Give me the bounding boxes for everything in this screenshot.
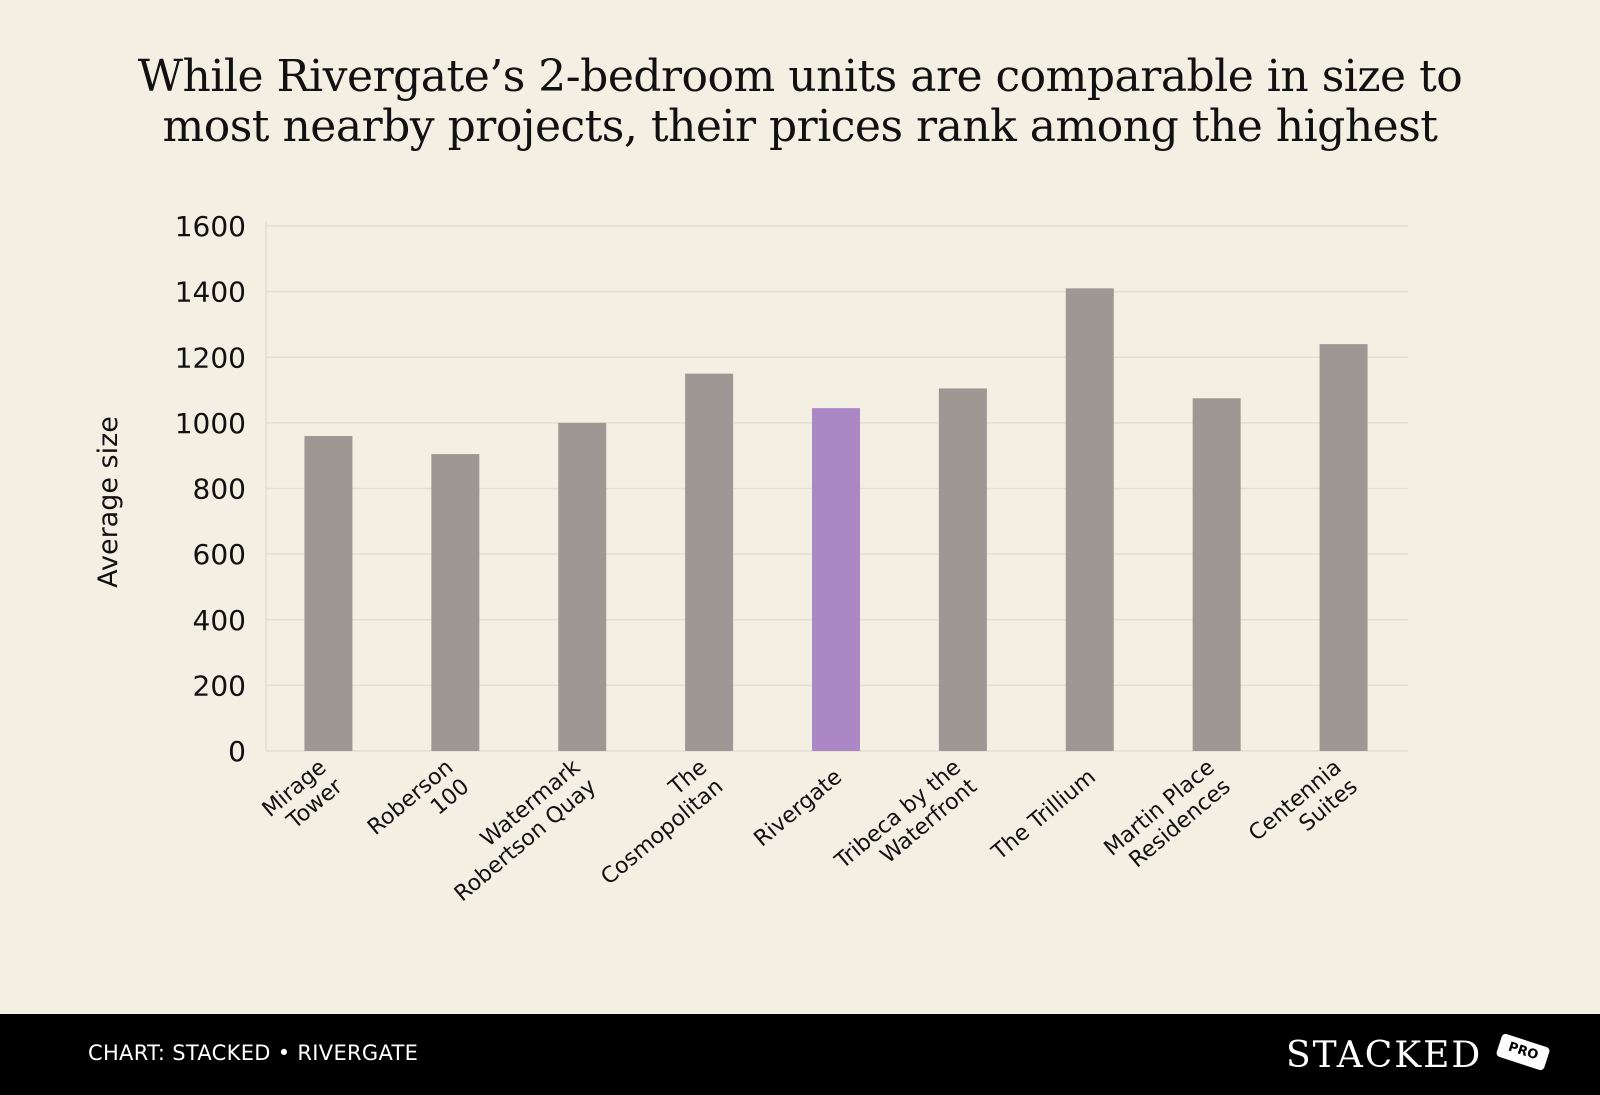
x-tick-label: TheCosmopolitan: [580, 755, 728, 890]
chart-title-line-1: While Rivergate’s 2-bedroom units are co…: [137, 51, 1463, 102]
x-tick-label-line: Rivergate: [750, 765, 847, 852]
chart-title: While Rivergate’s 2-bedroom units are co…: [0, 52, 1600, 152]
y-tick-label: 1200: [175, 341, 246, 374]
y-tick-label: 800: [193, 473, 246, 506]
bar: [685, 373, 734, 751]
x-tick-label: MirageTower: [258, 754, 348, 841]
bar: [938, 388, 987, 751]
x-tick-label-line: Cosmopolitan: [596, 774, 728, 890]
bar: [558, 422, 607, 751]
x-tick-label: Roberson100: [363, 755, 474, 860]
x-tick-label: Tribeca by theWaterfront: [830, 755, 982, 894]
y-tick-label: 600: [193, 538, 246, 571]
y-tick-label: 1600: [175, 210, 246, 243]
chart-credit: CHART: STACKED • RIVERGATE: [88, 1041, 419, 1065]
logo-pro-badge: PRO: [1495, 1032, 1551, 1072]
x-tick-label: Martin PlaceResidences: [1100, 755, 1236, 881]
y-tick-label: 400: [193, 604, 246, 637]
y-tick-label: 1400: [175, 276, 246, 309]
footer-bar: CHART: STACKED • RIVERGATE STACKED PRO: [0, 1014, 1600, 1095]
y-tick-label: 0: [228, 735, 246, 768]
bar: [431, 454, 480, 751]
bar: [1192, 398, 1241, 751]
y-tick-label: 200: [193, 669, 246, 702]
logo-wordmark: STACKED: [1286, 1035, 1483, 1076]
x-tick-label: CentenniaSuites: [1244, 755, 1362, 866]
bar-chart: 0 200 400 600 800 1000 1200 1400 1600 Average siz…: [93, 210, 1408, 907]
x-tick-label: Rivergate: [750, 765, 847, 852]
x-tick-label-line: The Trillium: [987, 765, 1101, 866]
bar-highlight: [812, 408, 860, 751]
bar: [304, 436, 353, 751]
bar: [1065, 288, 1114, 751]
y-tick-label: 1000: [175, 407, 246, 440]
stacked-pro-logo: STACKED PRO: [1286, 1032, 1556, 1078]
x-tick-label: The Trillium: [987, 765, 1101, 866]
bar: [1319, 344, 1368, 751]
y-axis-title: Average size: [93, 416, 124, 588]
chart-title-line-2: most nearby projects, their prices rank …: [162, 101, 1438, 152]
